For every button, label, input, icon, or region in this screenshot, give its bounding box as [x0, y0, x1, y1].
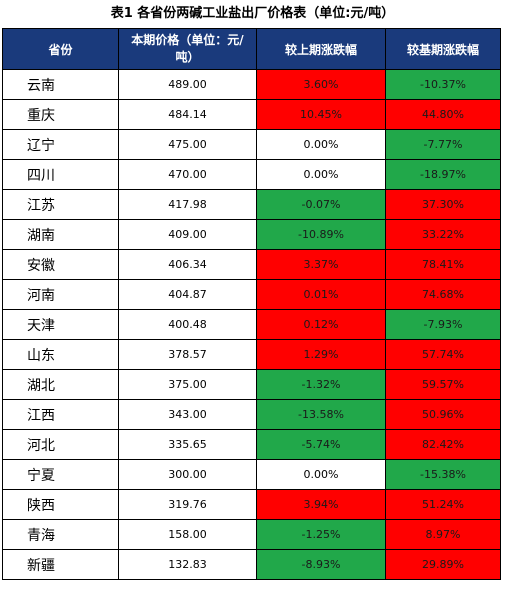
- table-row: 辽宁 475.00 0.00% -7.77%: [2, 129, 501, 160]
- mom-change-cell: -0.07%: [256, 189, 386, 220]
- mom-change-cell: -1.25%: [256, 519, 386, 550]
- province-cell: 安徽: [2, 249, 119, 280]
- table-row: 江西 343.00 -13.58% 50.96%: [2, 399, 501, 430]
- header-price: 本期价格（单位：元/吨）: [118, 28, 257, 70]
- table-row: 江苏 417.98 -0.07% 37.30%: [2, 189, 501, 220]
- province-cell: 四川: [2, 159, 119, 190]
- mom-change-cell: 3.60%: [256, 69, 386, 100]
- yoy-change-cell: 44.80%: [385, 99, 501, 130]
- price-cell: 409.00: [118, 219, 257, 250]
- header-mom: 较上期涨跌幅: [256, 28, 386, 70]
- mom-change-cell: 0.01%: [256, 279, 386, 310]
- province-cell: 江苏: [2, 189, 119, 220]
- mom-change-cell: -5.74%: [256, 429, 386, 460]
- yoy-change-cell: 8.97%: [385, 519, 501, 550]
- yoy-change-cell: 29.89%: [385, 549, 501, 580]
- header-price-label: 本期价格（单位：元/吨）: [131, 33, 244, 64]
- mom-change-cell: 3.94%: [256, 489, 386, 520]
- mom-change-cell: 0.00%: [256, 159, 386, 190]
- price-cell: 319.76: [118, 489, 257, 520]
- table-title: 表1 各省份两碱工业盐出厂价格表（单位:元/吨）: [110, 6, 395, 21]
- table-row: 宁夏 300.00 0.00% -15.38%: [2, 459, 501, 490]
- header-province: 省份: [2, 28, 119, 70]
- price-cell: 300.00: [118, 459, 257, 490]
- mom-change-cell: -10.89%: [256, 219, 386, 250]
- table-row: 陕西 319.76 3.94% 51.24%: [2, 489, 501, 520]
- price-cell: 158.00: [118, 519, 257, 550]
- table-header: 省份 本期价格（单位：元/吨） 较上期涨跌幅 较基期涨跌幅: [2, 28, 501, 70]
- table-row: 青海 158.00 -1.25% 8.97%: [2, 519, 501, 550]
- yoy-change-cell: 50.96%: [385, 399, 501, 430]
- price-cell: 378.57: [118, 339, 257, 370]
- price-cell: 475.00: [118, 129, 257, 160]
- mom-change-cell: 3.37%: [256, 249, 386, 280]
- table-row: 河南 404.87 0.01% 74.68%: [2, 279, 501, 310]
- table-row: 湖南 409.00 -10.89% 33.22%: [2, 219, 501, 250]
- mom-change-cell: 10.45%: [256, 99, 386, 130]
- price-cell: 417.98: [118, 189, 257, 220]
- table-row: 安徽 406.34 3.37% 78.41%: [2, 249, 501, 280]
- yoy-change-cell: 78.41%: [385, 249, 501, 280]
- province-cell: 河南: [2, 279, 119, 310]
- price-table: 省份 本期价格（单位：元/吨） 较上期涨跌幅 较基期涨跌幅 云南 489.00 3.…: [2, 28, 501, 580]
- province-cell: 青海: [2, 519, 119, 550]
- table-row: 山东 378.57 1.29% 57.74%: [2, 339, 501, 370]
- price-cell: 343.00: [118, 399, 257, 430]
- yoy-change-cell: 74.68%: [385, 279, 501, 310]
- price-cell: 400.48: [118, 309, 257, 340]
- province-cell: 陕西: [2, 489, 119, 520]
- province-cell: 湖南: [2, 219, 119, 250]
- province-cell: 天津: [2, 309, 119, 340]
- price-cell: 132.83: [118, 549, 257, 580]
- yoy-change-cell: 59.57%: [385, 369, 501, 400]
- mom-change-cell: 0.00%: [256, 129, 386, 160]
- price-cell: 375.00: [118, 369, 257, 400]
- header-yoy: 较基期涨跌幅: [385, 28, 501, 70]
- yoy-change-cell: 37.30%: [385, 189, 501, 220]
- province-cell: 山东: [2, 339, 119, 370]
- mom-change-cell: -1.32%: [256, 369, 386, 400]
- yoy-change-cell: -10.37%: [385, 69, 501, 100]
- yoy-change-cell: 82.42%: [385, 429, 501, 460]
- province-cell: 宁夏: [2, 459, 119, 490]
- price-cell: 489.00: [118, 69, 257, 100]
- table-row: 云南 489.00 3.60% -10.37%: [2, 69, 501, 100]
- table-row: 重庆 484.14 10.45% 44.80%: [2, 99, 501, 130]
- table-row: 四川 470.00 0.00% -18.97%: [2, 159, 501, 190]
- yoy-change-cell: -7.77%: [385, 129, 501, 160]
- price-cell: 484.14: [118, 99, 257, 130]
- province-cell: 辽宁: [2, 129, 119, 160]
- province-cell: 江西: [2, 399, 119, 430]
- table-row: 湖北 375.00 -1.32% 59.57%: [2, 369, 501, 400]
- table-body: 云南 489.00 3.60% -10.37% 重庆 484.14 10.45% 44.80%…: [2, 69, 501, 580]
- yoy-change-cell: 57.74%: [385, 339, 501, 370]
- table-row: 河北 335.65 -5.74% 82.42%: [2, 429, 501, 460]
- table-row: 天津 400.48 0.12% -7.93%: [2, 309, 501, 340]
- mom-change-cell: -8.93%: [256, 549, 386, 580]
- table-row: 新疆 132.83 -8.93% 29.89%: [2, 549, 501, 580]
- price-cell: 335.65: [118, 429, 257, 460]
- yoy-change-cell: -18.97%: [385, 159, 501, 190]
- province-cell: 云南: [2, 69, 119, 100]
- header-row: 省份 本期价格（单位：元/吨） 较上期涨跌幅 较基期涨跌幅: [2, 28, 501, 70]
- mom-change-cell: 1.29%: [256, 339, 386, 370]
- yoy-change-cell: -7.93%: [385, 309, 501, 340]
- mom-change-cell: -13.58%: [256, 399, 386, 430]
- yoy-change-cell: 33.22%: [385, 219, 501, 250]
- price-cell: 470.00: [118, 159, 257, 190]
- province-cell: 新疆: [2, 549, 119, 580]
- mom-change-cell: 0.00%: [256, 459, 386, 490]
- price-cell: 404.87: [118, 279, 257, 310]
- yoy-change-cell: -15.38%: [385, 459, 501, 490]
- province-cell: 湖北: [2, 369, 119, 400]
- province-cell: 重庆: [2, 99, 119, 130]
- yoy-change-cell: 51.24%: [385, 489, 501, 520]
- province-cell: 河北: [2, 429, 119, 460]
- price-cell: 406.34: [118, 249, 257, 280]
- mom-change-cell: 0.12%: [256, 309, 386, 340]
